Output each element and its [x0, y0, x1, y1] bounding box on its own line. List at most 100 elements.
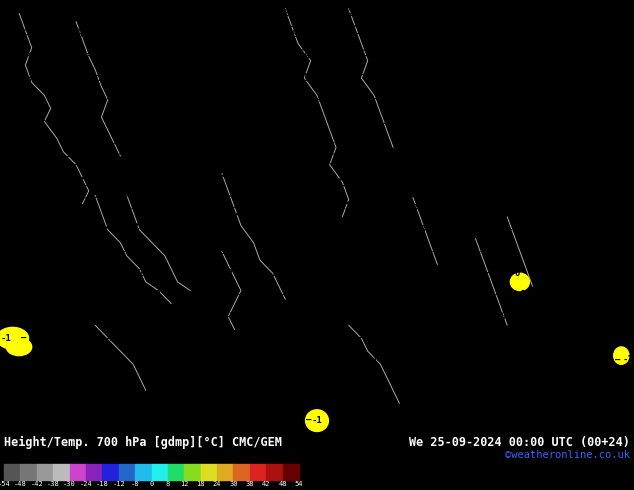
Text: –: –: [617, 247, 622, 256]
Text: –: –: [564, 334, 570, 343]
Text: -3: -3: [240, 160, 250, 169]
Text: –: –: [39, 182, 44, 191]
Text: –: –: [272, 74, 277, 82]
Text: -3: -3: [129, 182, 140, 191]
Text: -4: -4: [112, 139, 122, 147]
Text: -3: -3: [556, 95, 566, 104]
Text: -2: -2: [487, 399, 498, 408]
Text: -2: -2: [530, 52, 541, 61]
Text: –: –: [553, 204, 559, 213]
Text: -3: -3: [157, 139, 167, 147]
Text: –: –: [150, 334, 155, 343]
Text: –: –: [254, 416, 259, 425]
Text: -3: -3: [25, 160, 36, 169]
Text: –: –: [240, 139, 245, 147]
Text: –: –: [249, 225, 254, 234]
Text: -1: -1: [424, 377, 434, 386]
Text: –: –: [502, 225, 507, 234]
Text: –: –: [295, 74, 301, 82]
Text: -1: -1: [399, 312, 410, 321]
Text: -1: -1: [455, 247, 466, 256]
Text: -3: -3: [378, 139, 389, 147]
Text: –: –: [551, 117, 556, 126]
Text: –: –: [330, 247, 335, 256]
Text: -5: -5: [223, 117, 233, 126]
Text: -2: -2: [523, 377, 534, 386]
Text: -2: -2: [112, 269, 122, 278]
Text: -1: -1: [244, 399, 255, 408]
Text: -1: -1: [275, 312, 285, 321]
Text: –: –: [595, 117, 600, 126]
Text: -3: -3: [359, 160, 370, 169]
Text: –: –: [272, 225, 277, 234]
Text: –: –: [489, 8, 495, 18]
Text: 18: 18: [197, 481, 205, 487]
Text: -1: -1: [142, 355, 153, 365]
Text: –: –: [196, 269, 201, 278]
Text: 0: 0: [30, 334, 35, 343]
Text: -3: -3: [378, 95, 389, 104]
Text: -4: -4: [1, 204, 11, 213]
Text: -2: -2: [601, 291, 612, 299]
Text: -6: -6: [231, 74, 242, 82]
Text: –: –: [373, 117, 378, 126]
Text: –: –: [146, 8, 152, 18]
Text: -8: -8: [1, 30, 11, 39]
Text: –: –: [351, 269, 356, 278]
Text: –: –: [575, 291, 580, 299]
Text: -2: -2: [448, 377, 459, 386]
Text: -7: -7: [139, 74, 150, 82]
Text: 30: 30: [230, 481, 238, 487]
Text: -1: -1: [109, 399, 120, 408]
Text: -2: -2: [467, 334, 477, 343]
Text: –: –: [510, 8, 516, 18]
Text: –: –: [125, 204, 130, 213]
Text: -1: -1: [208, 334, 219, 343]
Text: –: –: [91, 247, 96, 256]
Text: -1: -1: [337, 334, 348, 343]
Text: –: –: [446, 291, 451, 299]
Text: -5: -5: [268, 95, 278, 104]
Text: –: –: [228, 334, 233, 343]
Text: –: –: [425, 8, 430, 18]
Text: –: –: [262, 117, 268, 126]
Text: -2: -2: [441, 334, 452, 343]
Text: -4: -4: [93, 225, 104, 234]
Text: -2: -2: [407, 160, 418, 169]
Text: –: –: [618, 182, 623, 191]
Text: –: –: [103, 8, 109, 18]
Text: –: –: [226, 52, 231, 61]
Text: –: –: [474, 247, 479, 256]
Text: -3: -3: [120, 160, 131, 169]
Text: -1: -1: [429, 291, 440, 299]
Text: 0: 0: [476, 312, 481, 321]
Text: –: –: [65, 225, 70, 234]
Text: -2: -2: [507, 74, 518, 82]
Text: –: –: [538, 416, 544, 425]
Text: -3: -3: [578, 117, 588, 126]
Text: –: –: [571, 225, 576, 234]
Text: –: –: [125, 291, 130, 299]
Text: 0: 0: [29, 377, 34, 386]
Text: –: –: [497, 30, 503, 39]
Text: –: –: [525, 52, 531, 61]
Text: -1: -1: [423, 269, 433, 278]
Text: -2: -2: [623, 225, 633, 234]
Text: -5: -5: [264, 30, 275, 39]
Text: -3: -3: [334, 117, 344, 126]
Text: -1: -1: [534, 269, 544, 278]
Text: –: –: [467, 312, 473, 321]
Text: –: –: [418, 95, 423, 104]
Text: –: –: [617, 74, 623, 82]
Text: -1: -1: [408, 291, 419, 299]
Text: -1: -1: [175, 377, 186, 386]
Text: -2: -2: [598, 160, 609, 169]
Text: –: –: [307, 117, 312, 126]
Text: –: –: [389, 355, 395, 365]
Text: -1: -1: [387, 8, 398, 18]
Text: -3: -3: [369, 74, 380, 82]
Text: -1: -1: [515, 291, 526, 299]
Text: -3: -3: [467, 117, 477, 126]
Text: -3: -3: [344, 182, 354, 191]
Text: –: –: [596, 8, 602, 18]
